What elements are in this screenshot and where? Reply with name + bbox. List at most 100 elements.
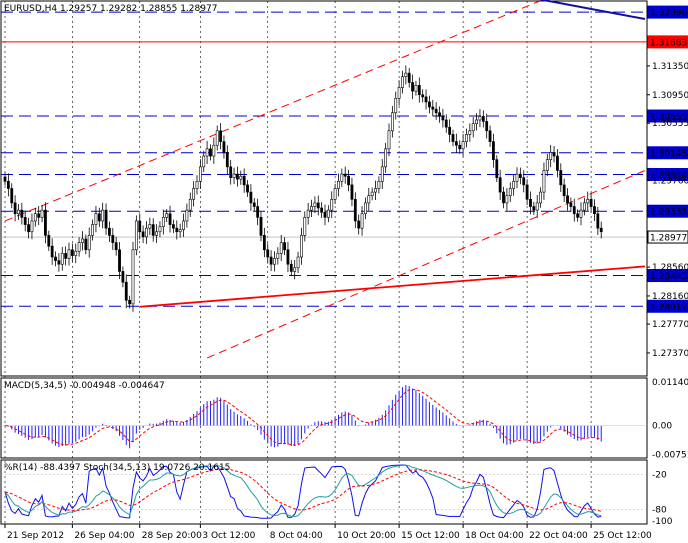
candle-body <box>158 226 162 233</box>
trendline <box>139 265 646 308</box>
candle-body <box>141 231 145 238</box>
candle-body <box>219 130 222 142</box>
candle-body <box>37 213 41 218</box>
candle-body <box>360 213 364 229</box>
candle-body <box>300 235 303 258</box>
candle-body <box>94 213 98 225</box>
candle-body <box>438 112 441 117</box>
candle-body <box>380 166 384 182</box>
x-tick-label: 15 Oct 12:00 <box>401 531 460 541</box>
level-badge <box>647 269 688 283</box>
candle-body <box>414 85 418 92</box>
macd-header: MACD(5,34,5) -0.004948 -0.004647 <box>4 381 165 391</box>
candle-body <box>522 177 526 186</box>
candle-body <box>364 202 367 215</box>
candle-body <box>178 229 182 233</box>
candle-body <box>303 217 307 236</box>
candle-body <box>252 202 256 207</box>
candle-body <box>488 130 492 142</box>
candle-body <box>313 202 317 207</box>
candle-body <box>296 256 300 269</box>
candle-body <box>434 108 438 114</box>
candle-body <box>3 176 7 182</box>
y-tick-label: 1.29760 <box>652 177 688 187</box>
candle-body <box>232 173 236 178</box>
candle-body <box>104 209 108 229</box>
candle-body <box>596 213 600 229</box>
candle-body <box>20 209 24 218</box>
candle-body <box>326 209 330 218</box>
level-label: 1.30145 <box>650 149 687 159</box>
candle-body <box>495 159 499 178</box>
level-label: 1.31683 <box>650 38 687 48</box>
candle-body <box>306 209 310 218</box>
candle-body <box>465 134 468 142</box>
candle-body <box>151 224 155 236</box>
candle-body <box>81 238 84 243</box>
candle-body <box>377 180 381 189</box>
candle-body <box>498 177 502 193</box>
candle-body <box>579 209 583 218</box>
candle-body <box>6 180 10 189</box>
candle-body <box>148 224 152 229</box>
candle-body <box>481 116 485 122</box>
level-badge <box>647 35 688 49</box>
candle-body <box>428 101 431 108</box>
trendline <box>4 0 544 222</box>
candle-body <box>128 299 132 305</box>
candle-body <box>525 184 529 200</box>
candle-body <box>444 119 448 128</box>
candle-body <box>448 126 452 135</box>
candle-body <box>70 249 74 256</box>
x-tick-label: 3 Oct 12:00 <box>202 531 255 541</box>
candle-body <box>404 72 408 78</box>
candle-body <box>323 211 327 218</box>
y-tick-label: 1.27770 <box>652 320 688 330</box>
candle-body <box>357 220 361 229</box>
candle-body <box>566 195 569 204</box>
candle-body <box>188 199 192 211</box>
level-badge <box>647 146 688 160</box>
y-tick-label: 1.30555 <box>652 119 688 129</box>
candle-body <box>316 202 320 209</box>
candle-body <box>310 206 313 211</box>
candle-body <box>283 242 286 251</box>
candle-body <box>276 253 280 259</box>
candle-body <box>286 249 290 265</box>
candle-body <box>508 188 512 197</box>
candle-body <box>562 184 566 197</box>
candle-body <box>542 170 546 193</box>
candle-body <box>91 224 94 236</box>
candle-body <box>155 231 158 236</box>
candle-body <box>249 191 253 204</box>
macd-y-label: 0.00 <box>652 422 672 432</box>
candle-body <box>431 106 435 110</box>
candle-body <box>407 72 411 83</box>
candle-body <box>424 96 428 103</box>
candle-body <box>97 213 101 222</box>
candle-body <box>353 199 357 222</box>
macd-signal-line <box>4 388 602 446</box>
candle-body <box>390 112 394 132</box>
candle-body <box>340 173 344 182</box>
candle-body <box>471 123 475 132</box>
candle-body <box>134 220 138 251</box>
candle-body <box>468 130 472 135</box>
level-label: 1.30655 <box>650 113 687 123</box>
candle-body <box>192 188 196 200</box>
candle-body <box>225 152 229 168</box>
candle-body <box>259 217 263 236</box>
candle-body <box>461 141 465 150</box>
candle-body <box>576 213 580 218</box>
candle-body <box>175 227 179 233</box>
candle-body <box>556 155 559 171</box>
candle-body <box>172 224 175 229</box>
level-badge <box>647 168 688 182</box>
stoch-signal-line <box>4 468 602 512</box>
candle-body <box>30 220 34 233</box>
candle-body <box>40 209 44 218</box>
level-label: 1.28017 <box>650 303 687 313</box>
candle-body <box>367 195 371 204</box>
candle-body <box>222 141 226 153</box>
